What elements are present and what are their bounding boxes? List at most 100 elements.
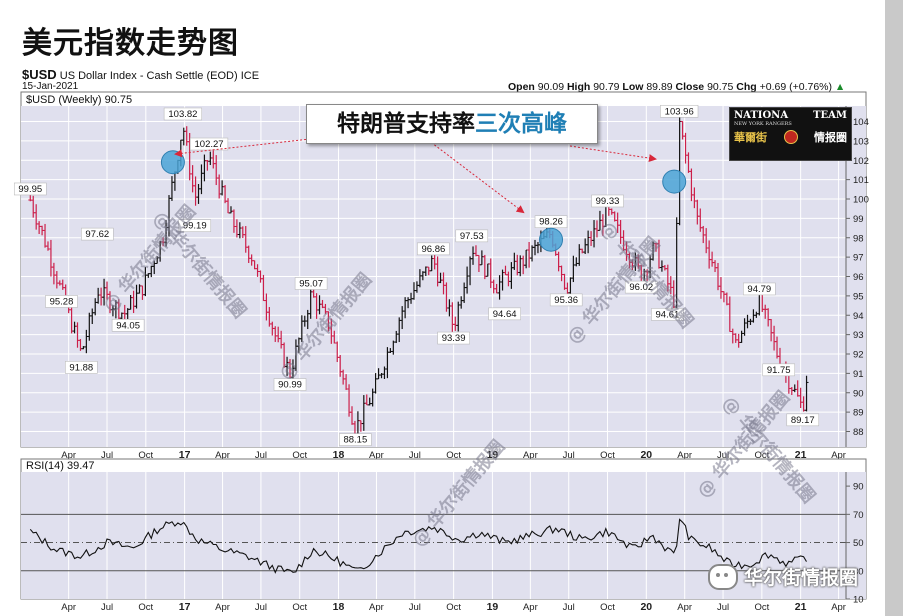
point-label-box [81,227,114,241]
point-label: 99.33 [596,196,620,207]
point-label-box [591,194,624,208]
logo-bottom: 華爾街 情报圈 [730,127,851,145]
peak-marker-circle [539,227,564,252]
logo-cn-2: 情报圈 [814,131,847,144]
price-x-tick-label: 21 [795,449,807,461]
point-label-box [488,307,521,321]
point-label: 103.82 [168,109,197,120]
price-y-tick-label: 103 [853,136,869,147]
point-label: 94.05 [116,320,140,331]
price-y-tick-label: 93 [853,330,864,341]
price-y-tick-label: 90 [853,388,864,399]
rsi-x-tick-label: Oct [446,602,461,613]
point-label: 95.28 [50,296,74,307]
price-y-tick-label: 95 [853,291,864,302]
callout-box: 特朗普支持率三次高峰 [306,104,598,144]
point-label-box [273,378,307,391]
point-label-box [660,104,699,118]
point-label-box [786,413,820,427]
wechat-tag: 华尔街情报圈 [708,563,858,590]
rsi-x-tick-label: Oct [600,602,615,613]
price-y-tick-label: 101 [853,175,869,186]
price-x-tick-label: Jul [717,450,729,461]
point-label-box [455,229,489,243]
price-y-tick-label: 102 [853,156,869,167]
logo-top: NATIONA TEAM [730,108,851,121]
point-label: 99.95 [18,184,42,195]
open-value: 90.09 [537,81,565,93]
price-x-tick-label: Jul [563,450,575,461]
logo-word-1: NATIONA [734,110,789,121]
callout-text-2: 三次高峰 [475,111,567,137]
price-x-tick-label: Apr [677,450,692,461]
price-x-tick-label: 17 [179,449,191,461]
rsi-y-tick-label: 10 [853,595,864,606]
point-label: 97.53 [460,231,484,242]
point-label: 99.19 [183,221,207,232]
rsi-y-axis: 10 30 50 70 90 [845,472,864,606]
rsi-x-tick-label: Apr [677,602,692,613]
point-label: 90.99 [278,380,302,391]
price-y-axis: 88 89 90 91 92 93 94 95 96 97 98 99 100 101 102 103 104 [845,106,869,447]
price-x-tick-label: Oct [138,450,153,461]
point-label: 94.61 [656,309,680,320]
arrow-left [174,138,311,158]
point-label: 91.88 [69,362,93,373]
wechat-label: 华尔街情报圈 [744,567,859,589]
wechat-icon [708,563,738,590]
point-label: 88.15 [343,435,367,446]
point-label-box [13,182,47,196]
price-y-tick-label: 89 [853,408,864,419]
rsi-y-tick-label: 30 [853,566,864,577]
price-x-tick-label: Apr [215,450,230,461]
rsi-y-tick-label: 70 [853,510,864,521]
logo-word-2: TEAM [813,110,847,121]
point-label: 96.02 [629,282,653,293]
rsi-y-tick-label: 90 [853,482,864,493]
price-x-tick-label: Apr [831,450,846,461]
price-y-tick-label: 94 [853,311,864,322]
price-y-tick-label: 100 [853,195,869,206]
rsi-series-line [29,518,807,574]
point-label-box [178,219,212,232]
rsi-x-tick-label: 21 [795,601,807,613]
rsi-x-tick-label: Apr [523,602,538,613]
rsi-x-tick-label: Jul [101,602,113,613]
point-label: 98.26 [539,217,563,228]
peak-marker-circle [160,150,185,175]
price-y-tick-label: 104 [853,117,869,128]
point-label-box [743,282,776,296]
rsi-x-tick-label: Apr [831,602,846,613]
point-label: 94.79 [747,284,771,295]
rsi-x-tick-label: Jul [409,602,421,613]
price-grid [21,106,846,447]
price-x-tick-label: Oct [754,450,769,461]
point-label: 95.07 [299,279,323,290]
rsi-x-tick-label: 18 [333,601,345,613]
price-panel-label: $USD (Weekly) 90.75 [26,94,132,106]
point-label-box [294,277,328,290]
logo-cn-1: 華爾街 [734,131,767,144]
rsi-x-tick-label: 20 [640,601,652,613]
point-label: 91.75 [767,365,791,376]
price-x-tick-label: Apr [61,450,76,461]
point-label-box [45,295,78,308]
price-x-tick-label: 19 [487,449,499,461]
point-label: 93.39 [442,333,466,344]
price-y-tick-label: 98 [853,233,864,244]
point-label-box [417,242,450,256]
rsi-x-tick-label: 17 [179,601,191,613]
price-x-tick-label: 18 [333,449,345,461]
price-x-tick-label: Apr [523,450,538,461]
high-label: High [566,81,591,93]
seal-icon [783,130,798,144]
rsi-x-tick-label: Apr [61,602,76,613]
point-label-box [339,433,372,446]
up-triangle-icon: ▲ [834,81,846,93]
rsi-x-tick-label: Apr [215,602,230,613]
point-label-box [437,331,470,345]
rsi-x-tick-label: Jul [255,602,267,613]
peak-markers [160,150,687,252]
right-scrollbar [885,0,903,616]
